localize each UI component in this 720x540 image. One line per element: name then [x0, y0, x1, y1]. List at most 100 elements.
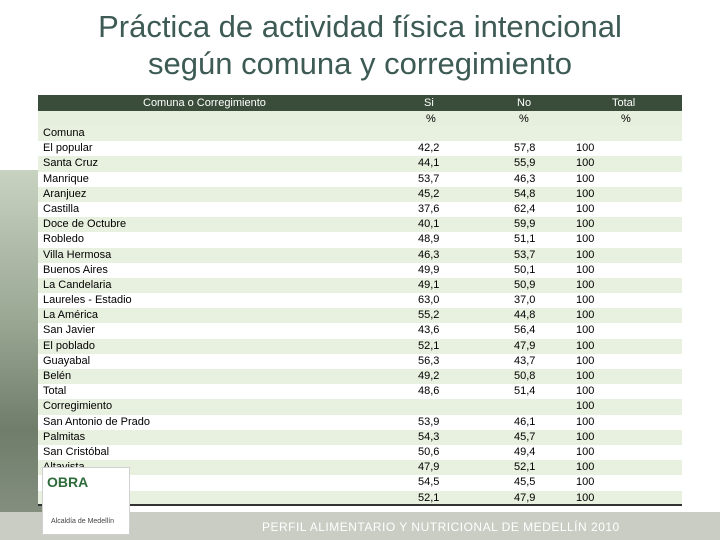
cell-name: San Cristóbal: [43, 445, 110, 458]
cell-total: 100: [576, 157, 595, 170]
cell-si: 63,0: [418, 294, 440, 307]
cell-si: 52,1: [418, 491, 440, 504]
table-row: Santa Cruz 44,1 55,9 100: [38, 156, 682, 172]
cell-name: Laureles - Estadio: [43, 294, 132, 307]
cell-name: Buenos Aires: [43, 263, 108, 276]
data-table: Comuna o Corregimiento Si No Total % % %…: [38, 95, 682, 506]
table-row: Villa Hermosa 46,3 53,7 100: [38, 247, 682, 263]
unit-si: %: [426, 113, 436, 125]
cell-total: 100: [576, 263, 595, 276]
cell-no: 45,7: [514, 430, 536, 443]
cell-total: 100: [576, 430, 595, 443]
table-header: Comuna o Corregimiento Si No Total % % %: [38, 95, 682, 126]
table-row: Buenos Aires 49,9 50,1 100: [38, 262, 682, 278]
cell-si: 54,5: [418, 476, 440, 489]
cell-si: 55,2: [418, 309, 440, 322]
cell-si: 52,1: [418, 339, 440, 352]
cell-total: 100: [576, 370, 595, 382]
cell-total: 100: [576, 187, 595, 200]
cell-total: 100: [576, 445, 595, 458]
cell-si: 44,1: [418, 157, 440, 170]
cell-no: 57,8: [514, 142, 536, 155]
cell-total: 100: [576, 248, 595, 261]
cell-si: 48,9: [418, 233, 440, 246]
cell-name: Aranjuez: [43, 187, 87, 200]
cell-name: El popular: [43, 142, 93, 155]
cell-si: 42,2: [418, 142, 440, 155]
cell-name: San Javier: [43, 324, 95, 337]
cell-no: 52,1: [514, 461, 536, 474]
cell-no: 47,9: [514, 491, 536, 504]
table-row: La Candelaria 49,1 50,9 100: [38, 277, 682, 294]
unit-no: %: [519, 113, 529, 125]
cell-no: 56,4: [514, 324, 536, 337]
cell-si: 54,3: [418, 430, 440, 443]
cell-si: 40,1: [418, 218, 440, 231]
cell-si: 49,9: [418, 263, 440, 276]
cell-no: 50,1: [514, 263, 536, 276]
table-row: Laureles - Estadio 63,0 37,0 100: [38, 293, 682, 309]
table-row: Aranjuez 45,2 54,8 100: [38, 186, 682, 202]
cell-si: 49,1: [418, 278, 440, 291]
cell-total: 100: [576, 491, 595, 504]
unit-total: %: [621, 113, 631, 125]
cell-total: 100: [576, 415, 595, 428]
cell-name: Santa Cruz: [43, 157, 99, 170]
cell-si: 50,6: [418, 445, 440, 458]
cell-name: San Antonio de Prado: [43, 415, 151, 428]
cell-name: Comuna: [43, 127, 85, 139]
cell-total: 100: [576, 309, 595, 322]
cell-total: 100: [576, 278, 595, 291]
table-row: Palmitas 54,3 45,7 100: [38, 429, 682, 445]
cell-total: 100: [576, 461, 595, 474]
cell-name: Castilla: [43, 202, 80, 215]
cell-name: Corregimiento: [43, 400, 113, 413]
cell-no: 47,9: [514, 339, 536, 352]
cell-no: 55,9: [514, 157, 536, 170]
cell-si: 53,7: [418, 172, 440, 185]
cell-name: Palmitas: [43, 430, 86, 443]
table-row: San Antonio de Prado 53,9 46,1 100: [38, 414, 682, 430]
table-bottom-rule: [38, 504, 682, 506]
table-row: Corregimiento 100: [38, 399, 682, 415]
slide-title: Práctica de actividad física intencional…: [0, 8, 720, 82]
cell-no: 43,7: [514, 354, 536, 367]
header-comuna: Comuna o Corregimiento: [143, 97, 266, 109]
table-row: San Cristóbal 50,6 49,4 100: [38, 444, 682, 461]
cell-no: 53,7: [514, 248, 536, 261]
cell-si: 45,2: [418, 187, 440, 200]
header-total: Total: [612, 97, 636, 109]
cell-total: 100: [576, 324, 595, 337]
cell-total: 100: [576, 142, 595, 155]
cell-no: 46,3: [514, 172, 536, 185]
cell-total: 100: [576, 400, 595, 413]
cell-no: 54,8: [514, 187, 536, 200]
cell-name: Manrique: [43, 172, 89, 185]
cell-total: 100: [576, 233, 595, 246]
cell-name: Guayabal: [43, 354, 91, 367]
cell-no: 62,4: [514, 202, 536, 215]
cell-name: Villa Hermosa: [43, 248, 112, 261]
table-row: Guayabal 56,3 43,7 100: [38, 353, 682, 369]
cell-total: 100: [576, 294, 595, 307]
background-photo: [0, 170, 42, 540]
cell-total: 100: [576, 172, 595, 185]
cell-name: La Candelaria: [43, 278, 112, 291]
header-bar: [38, 95, 682, 111]
header-si: Si: [424, 97, 434, 109]
cell-name: Doce de Octubre: [43, 218, 127, 231]
title-line-2: según comuna y corregimiento: [148, 46, 572, 81]
cell-no: 49,4: [514, 445, 536, 458]
cell-si: 56,3: [418, 354, 440, 367]
table-row: San Javier 43,6 56,4 100: [38, 323, 682, 339]
table-row: Manrique 53,7 46,3 100: [38, 171, 682, 187]
table-row: La América 55,2 44,8 100: [38, 308, 682, 324]
cell-name: Total: [43, 385, 67, 398]
cell-no: 45,5: [514, 476, 536, 489]
cell-total: 100: [576, 339, 595, 352]
title-line-1: Práctica de actividad física intencional: [98, 9, 622, 44]
cell-no: 46,1: [514, 415, 536, 428]
cell-total: 100: [576, 476, 595, 489]
cell-no: 50,9: [514, 278, 536, 291]
